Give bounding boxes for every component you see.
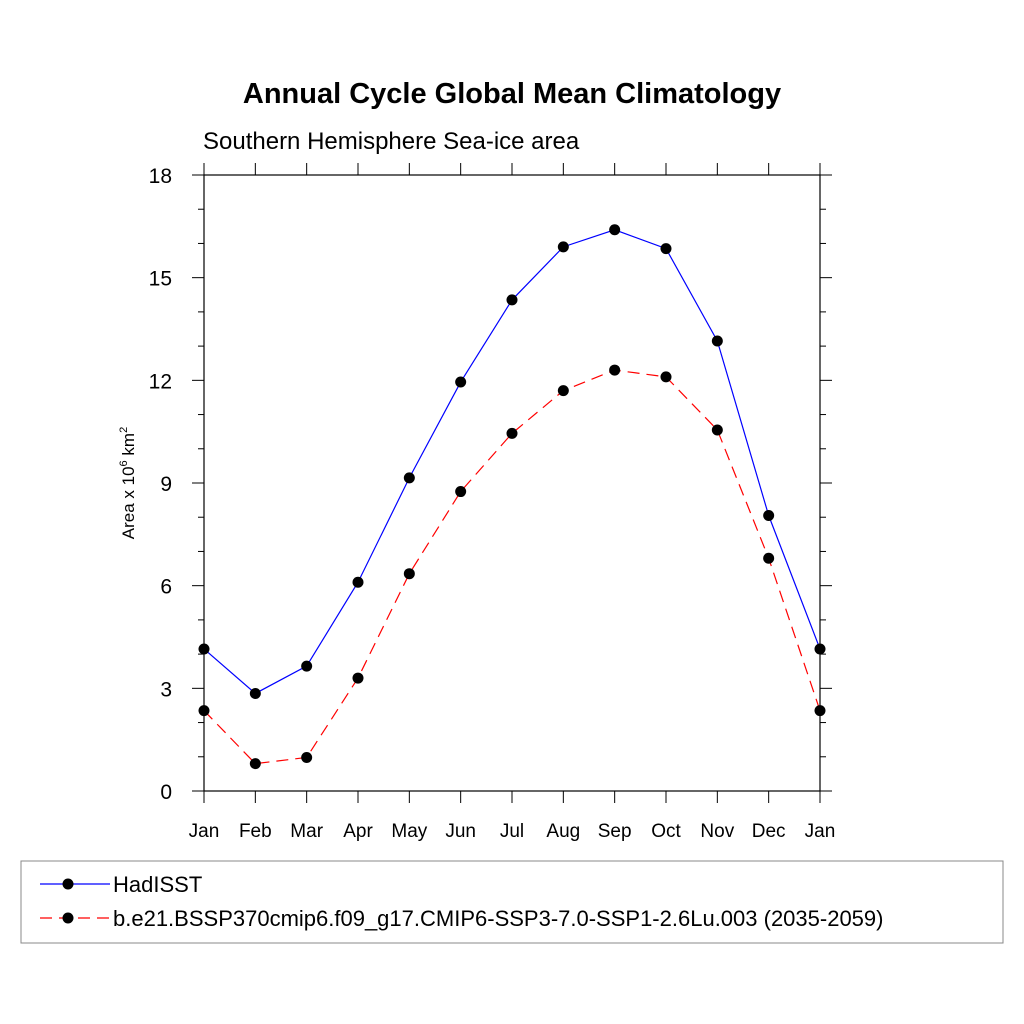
x-tick-label: Jul: [500, 821, 524, 842]
legend-marker: [62, 912, 74, 924]
series-1-point: [557, 241, 569, 253]
y-tick-label: 18: [149, 165, 172, 188]
series-2-point: [660, 371, 672, 383]
y-tick-label: 6: [160, 576, 172, 599]
series-1-point: [814, 643, 826, 655]
series-2-point: [763, 552, 775, 564]
x-tick-label: Mar: [290, 821, 323, 842]
series-1-point: [609, 224, 621, 236]
series-1-point: [249, 687, 261, 699]
chart-subtitle: Southern Hemisphere Sea-ice area: [203, 128, 580, 155]
series-2-point: [506, 427, 518, 439]
legend-entries: HadISST b.e21.BSSP370cmip6.f09_g17.CMIP6-…: [40, 872, 883, 931]
legend-marker: [62, 878, 74, 890]
y-axis-label: Area x 106 km2: [118, 427, 138, 539]
series-2-point: [455, 486, 467, 498]
x-tick-label: Jan: [805, 821, 836, 842]
series-1-point: [660, 243, 672, 255]
y-tick-label: 3: [160, 678, 172, 701]
x-tick-label: May: [391, 821, 427, 842]
legend-label: HadISST: [113, 872, 202, 897]
legend-entry-1: HadISST: [40, 872, 202, 897]
series-2-point: [249, 758, 261, 770]
series-1-point: [198, 643, 210, 655]
x-tick-label: Jan: [189, 821, 220, 842]
series-2-point: [814, 705, 826, 717]
series-2-point: [352, 672, 364, 684]
series-1-point: [506, 294, 518, 306]
x-tick-label: Aug: [546, 821, 580, 842]
x-tick-label: Sep: [598, 821, 632, 842]
series-1-point: [711, 335, 723, 347]
series-1-point: [403, 472, 415, 484]
series-2-point: [557, 385, 569, 397]
chart-title: Annual Cycle Global Mean Climatology: [243, 78, 781, 110]
series-2-point: [198, 705, 210, 717]
x-tick-label: Apr: [343, 821, 373, 842]
series-2-point: [301, 751, 313, 763]
x-tick-label: Nov: [700, 821, 734, 842]
legend: HadISST b.e21.BSSP370cmip6.f09_g17.CMIP6-…: [20, 860, 1004, 944]
y-tick-label: 12: [149, 370, 172, 393]
series-layer: [198, 224, 826, 770]
series-2-point: [403, 568, 415, 580]
legend-label: b.e21.BSSP370cmip6.f09_g17.CMIP6-SSP3-7.…: [113, 906, 883, 931]
x-tick-label: Oct: [651, 821, 681, 842]
series-2: [198, 364, 826, 770]
x-tick-labels: Jan Feb Mar Apr May Jun Jul Aug Sep Oct Nov Dec Jan: [189, 821, 836, 842]
series-2-point: [711, 424, 723, 436]
y-tick-label: 15: [149, 268, 172, 291]
series-1-point: [352, 576, 364, 588]
x-tick-label: Dec: [752, 821, 786, 842]
series-1-point: [455, 376, 467, 388]
y-tick-label: 0: [160, 781, 172, 804]
series-2-point: [609, 364, 621, 376]
axis-ticks: [192, 163, 832, 803]
y-tick-labels: 0 3 6 9 12 15 18: [149, 165, 172, 804]
y-tick-label: 9: [160, 473, 172, 496]
x-tick-label: Feb: [239, 821, 272, 842]
series-1: [198, 224, 826, 699]
series-1-point: [301, 660, 313, 672]
series-1-point: [763, 510, 775, 522]
x-tick-label: Jun: [445, 821, 476, 842]
legend-entry-2: b.e21.BSSP370cmip6.f09_g17.CMIP6-SSP3-7.…: [40, 906, 883, 931]
legend-box: [20, 860, 1004, 944]
